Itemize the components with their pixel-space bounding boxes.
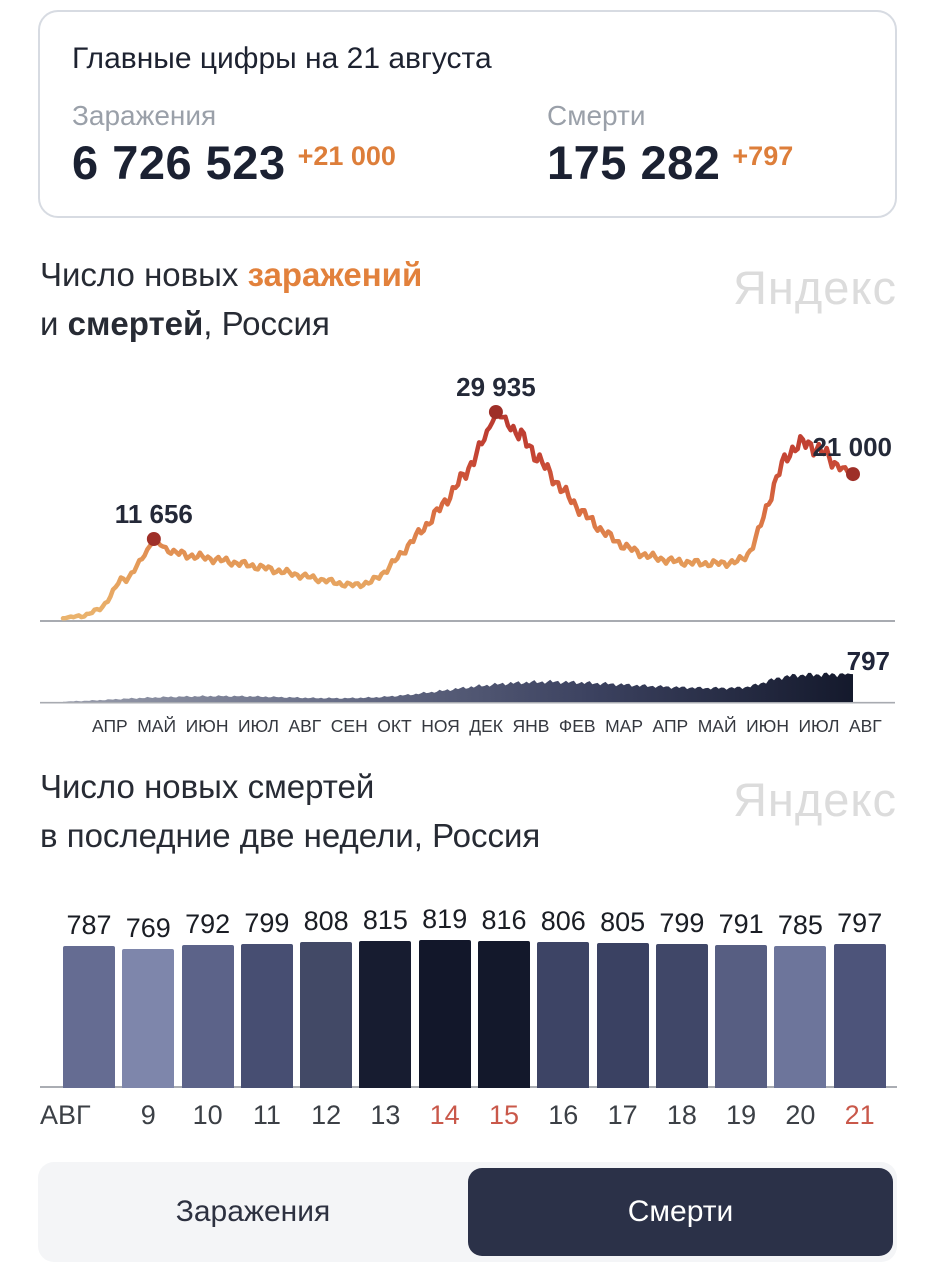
infections-value: 6 726 523 <box>72 136 286 189</box>
deaths-value: 175 282 <box>547 136 721 189</box>
bar-value-label: 816 <box>481 904 527 935</box>
bar <box>240 943 293 1088</box>
peak-dot <box>488 405 503 419</box>
bar-value-label: 799 <box>659 907 705 938</box>
bar <box>655 943 708 1088</box>
bar-x-label: 10 <box>192 1100 223 1130</box>
deaths-bar-chart-title: Число новых смертей в последние две неде… <box>40 762 540 860</box>
infections-label: Заражения <box>72 100 217 131</box>
bar-x-label: 13 <box>370 1100 401 1130</box>
bar-value-label: 815 <box>362 904 408 935</box>
bar-x-label: 19 <box>726 1100 757 1130</box>
month-tick: ИЮН <box>185 716 229 736</box>
month-tick: НОЯ <box>421 716 460 736</box>
month-tick: МАЙ <box>137 716 177 736</box>
month-tick: АПР <box>92 716 128 736</box>
month-tick: ДЕК <box>469 716 503 736</box>
month-tick: АВГ <box>288 716 322 736</box>
deaths-area <box>63 672 853 702</box>
bar <box>537 942 590 1088</box>
bar-x-label: 15 <box>488 1100 520 1130</box>
peak-label: 29 935 <box>456 372 536 402</box>
bar-value-label: 792 <box>185 908 231 939</box>
chart1-title-bold: смертей <box>67 305 204 342</box>
infections-trend-chart: 11 656 29 935 21 000 <box>40 372 895 622</box>
month-tick: СЕН <box>330 716 368 736</box>
peak-dot <box>146 532 161 547</box>
bar-x-label: 12 <box>311 1100 342 1130</box>
bar-value-label: 769 <box>125 913 171 943</box>
deaths-stat: Смерти 175 282 +797 <box>547 100 793 186</box>
infections-delta: +21 000 <box>297 141 396 171</box>
bar-value-label: 806 <box>540 906 586 937</box>
chart2-title-line2: в последние две недели, Россия <box>40 817 541 854</box>
peak-label: 11 656 <box>115 499 193 529</box>
infections-chart-title: Число новых заражений и смертей, Россия <box>40 250 422 348</box>
bar <box>63 945 115 1088</box>
month-axis: АПР МАЙ ИЮН ИЮЛ АВГ СЕН ОКТ НОЯ ДЕК ЯНВ ФЕВ МАР АПР М… <box>92 716 882 737</box>
chart2-title-line1: Число новых смертей <box>40 768 375 805</box>
bar <box>596 942 649 1088</box>
infections-stat: Заражения 6 726 523 +21 000 <box>72 100 396 186</box>
bar-value-label: 797 <box>837 908 883 938</box>
peak-dot <box>846 467 860 482</box>
deaths-delta: +797 <box>732 141 794 171</box>
deaths-label: Смерти <box>547 100 646 131</box>
bar-value-label: 808 <box>303 906 349 936</box>
bar <box>715 945 768 1088</box>
bar <box>478 940 530 1088</box>
peak-label: 21 000 <box>812 432 892 462</box>
toggle-deaths-button[interactable]: Смерти <box>468 1168 893 1256</box>
month-tick: ФЕВ <box>558 716 596 736</box>
month-tick: ЯНВ <box>512 716 550 736</box>
bar-value-label: 819 <box>422 904 468 934</box>
month-tick: ИЮЛ <box>798 716 840 736</box>
toggle-infections-button[interactable]: Заражения <box>38 1162 468 1262</box>
bar <box>418 940 471 1088</box>
bar-value-label: 791 <box>718 909 764 940</box>
bar-value-label: 805 <box>600 906 646 937</box>
summary-card: Главные цифры на 21 августа Заражения 6 … <box>38 10 897 218</box>
bar-x-label: 17 <box>607 1100 638 1130</box>
yandex-watermark: Яндекс <box>732 773 897 826</box>
month-tick: ОКТ <box>377 716 412 736</box>
bar-x-label: 21 <box>844 1100 875 1130</box>
bar-value-label: 785 <box>777 910 823 941</box>
deaths-bar-chart: 787 АВГ 769 9 792 10 799 11 808 12 815 13 819 14 816 15… <box>40 898 897 1138</box>
bar <box>300 942 353 1088</box>
summary-card-title: Главные цифры на 21 августа <box>72 42 492 75</box>
month-tick: МАР <box>605 716 643 736</box>
bar-x-label: 11 <box>252 1100 281 1130</box>
bar-x-label: 18 <box>666 1100 697 1130</box>
bar-x-label: 20 <box>785 1100 816 1130</box>
bar <box>774 946 827 1088</box>
month-tick: ИЮН <box>746 716 789 736</box>
bar-x-label: 9 <box>140 1100 156 1130</box>
yandex-watermark: Яндекс <box>732 261 897 314</box>
deaths-trend-chart: 797 <box>40 650 895 704</box>
bar <box>833 944 886 1088</box>
chart1-title-normal: Число новых <box>40 256 248 293</box>
deaths-last-value-label: 797 <box>847 650 890 676</box>
bar-value-label: 799 <box>244 907 290 938</box>
bar-x-label: 14 <box>429 1100 460 1130</box>
bar-x-label: АВГ <box>40 1100 91 1130</box>
month-tick: АПР <box>652 716 689 736</box>
bar <box>181 944 234 1088</box>
month-tick: ИЮЛ <box>237 716 279 736</box>
month-tick: АВГ <box>848 716 882 736</box>
bar-value-label: 787 <box>66 909 112 940</box>
chart1-title-suffix: , Россия <box>203 305 330 342</box>
chart1-title-prefix: и <box>40 305 68 342</box>
chart1-title-accent: заражений <box>247 256 423 293</box>
infections-line <box>60 412 856 621</box>
month-tick: МАЙ <box>697 716 737 736</box>
metric-toggle: Заражения Смерти <box>38 1162 897 1262</box>
bar-x-label: 16 <box>548 1100 579 1130</box>
bar <box>122 949 175 1088</box>
bar <box>359 940 412 1088</box>
